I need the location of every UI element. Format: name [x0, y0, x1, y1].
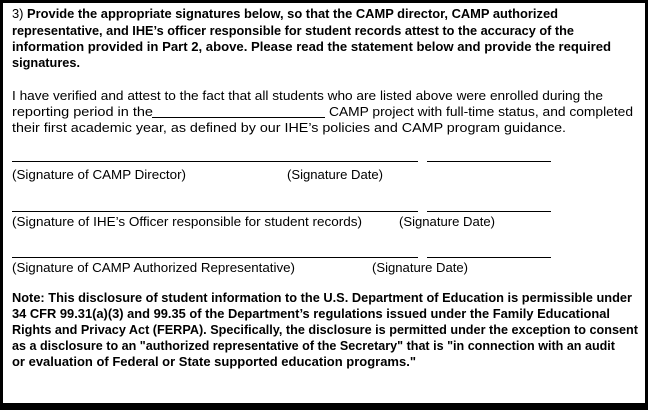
director-signature-line[interactable] [12, 161, 418, 162]
officer-date-line[interactable] [427, 211, 551, 212]
date-label: (Signature Date) [399, 215, 495, 229]
note-line: Note: This disclosure of student informa… [12, 291, 632, 305]
project-name-blank[interactable] [152, 117, 325, 118]
officer-signature-line[interactable] [12, 211, 418, 212]
signature-label: (Signature of IHE’s Officer responsible … [12, 215, 362, 229]
section-number: 3) [12, 7, 24, 21]
instructions-line: signatures. [12, 56, 80, 70]
attestation-line: I have verified and attest to the fact t… [12, 89, 603, 103]
note-line: 34 CFR 99.31(a)(3) and 99.35 of the Depa… [12, 307, 610, 321]
date-label: (Signature Date) [372, 261, 468, 275]
date-label: (Signature Date) [287, 168, 383, 182]
note-line: as a disclosure to an "authorized repres… [12, 339, 615, 353]
signature-label: (Signature of CAMP Director) [12, 168, 186, 182]
attestation-line: their first academic year, as defined by… [12, 121, 566, 135]
representative-signature-line[interactable] [12, 257, 418, 258]
attestation-line: reporting period in the [12, 105, 153, 119]
signature-label: (Signature of CAMP Authorized Representa… [12, 261, 295, 275]
note-line: or evaluation of Federal or State suppor… [12, 355, 416, 369]
representative-date-line[interactable] [427, 257, 551, 258]
attestation-line: CAMP project with full-time status, and … [329, 105, 633, 119]
instructions-line: information provided in Part 2, above. P… [12, 40, 611, 54]
note-line: Rights and Privacy Act (FERPA). Specific… [12, 323, 638, 337]
instructions-text: Provide the appropriate signatures below… [27, 7, 559, 21]
director-date-line[interactable] [427, 161, 551, 162]
instructions-line: 3) Provide the appropriate signatures be… [12, 7, 558, 21]
instructions-line: representative, and IHE’s officer respon… [12, 24, 574, 38]
